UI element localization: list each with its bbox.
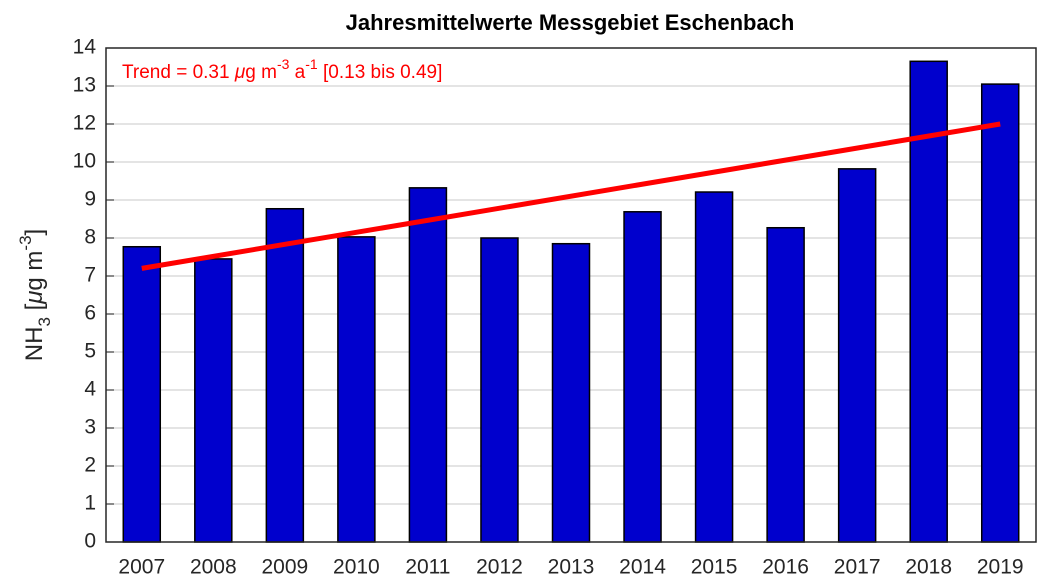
x-tick-label: 2018 (905, 556, 952, 579)
annotation-part: a (289, 62, 305, 83)
x-tick-label: 2013 (548, 556, 595, 579)
y-label-part: 3 (35, 317, 54, 326)
bar (694, 191, 734, 543)
y-tick-label: 14 (73, 36, 97, 59)
bar (408, 187, 448, 543)
y-tick-label: 12 (73, 112, 96, 135)
y-tick-label: 4 (84, 378, 96, 401)
y-axis-label: NH3 [μg m-3] (16, 229, 54, 361)
annotation-part: -3 (277, 56, 290, 72)
annotation-part: g m (245, 62, 277, 83)
y-tick-label: 7 (84, 264, 96, 287)
bar (980, 83, 1020, 543)
y-tick-label: 5 (84, 340, 96, 363)
annotation-part: Trend = 0.31 (122, 62, 235, 83)
x-tick-label: 2010 (333, 556, 380, 579)
plot-frame (105, 47, 1037, 543)
trend-line (141, 121, 1001, 271)
x-tick-label: 2008 (190, 556, 237, 579)
bar (122, 245, 162, 543)
x-tick-label: 2017 (834, 556, 881, 579)
chart-title: Jahresmittelwerte Messgebiet Eschenbach (346, 10, 795, 35)
bar (194, 258, 233, 543)
y-label-part: μ (21, 291, 48, 305)
y-label-part: NH (21, 327, 48, 362)
y-label-part: [ (21, 303, 48, 317)
y-tick-label: 1 (84, 492, 96, 515)
y-tick-label: 2 (84, 454, 96, 477)
x-tick-label: 2015 (691, 556, 738, 579)
bar (837, 168, 877, 543)
y-tick-label: 6 (84, 302, 96, 325)
y-label-part: ] (21, 229, 48, 236)
annotation-part: [0.13 bis 0.49] (318, 62, 443, 83)
y-tick-label: 10 (73, 150, 96, 173)
x-tick-label: 2016 (762, 556, 809, 579)
x-tick-label: 2012 (476, 556, 523, 579)
bar (551, 242, 591, 543)
bar (623, 211, 662, 543)
x-tick-label: 2019 (977, 556, 1024, 579)
trend-annotation: Trend = 0.31 μg m-3 a-1 [0.13 bis 0.49] (122, 56, 442, 83)
bar (337, 236, 376, 543)
y-tick-label: 3 (84, 416, 96, 439)
annotation-part: μ (234, 62, 246, 83)
bar (480, 237, 519, 543)
bar (766, 226, 805, 543)
x-tick-label: 2011 (405, 556, 450, 579)
y-tick-label: 0 (84, 530, 96, 553)
y-label-part: -3 (16, 235, 35, 250)
x-tick-label: 2009 (261, 556, 308, 579)
y-tick-label: 9 (84, 188, 96, 211)
y-tick-label: 13 (73, 74, 96, 97)
y-label-part: g m (21, 251, 48, 291)
x-tick-label: 2007 (118, 556, 165, 579)
y-tick-label: 8 (84, 226, 96, 249)
annotation-part: -1 (305, 56, 318, 72)
bar (265, 207, 305, 543)
bar (909, 60, 948, 543)
x-tick-label: 2014 (619, 556, 666, 579)
